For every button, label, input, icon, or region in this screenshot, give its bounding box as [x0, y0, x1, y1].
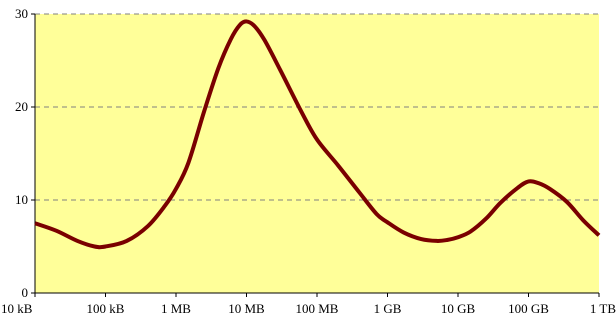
x-tick-label: 100 MB	[296, 301, 339, 316]
y-tick-label: 20	[15, 99, 28, 114]
x-tick-label: 100 GB	[508, 301, 549, 316]
x-tick-label: 1 GB	[374, 301, 402, 316]
axes: 0 10 20 30 10 kB 100 kB 1 MB 10 MB 100 MB 1 GB 10 …	[1, 6, 616, 316]
x-tick-label: 1 TB	[590, 301, 616, 316]
series-line	[34, 19, 601, 250]
x-tick-label: 1 MB	[161, 301, 191, 316]
plot-area	[35, 14, 599, 293]
x-tick-label: 10 GB	[441, 301, 476, 316]
x-tick-label: 100 kB	[87, 301, 125, 316]
y-tick-label: 10	[15, 192, 28, 207]
y-tick-label: 0	[22, 285, 29, 300]
x-tick-label: 10 kB	[1, 301, 33, 316]
series-layer	[34, 19, 601, 250]
y-tick-label: 30	[15, 6, 28, 21]
x-tick-label: 10 MB	[228, 301, 265, 316]
